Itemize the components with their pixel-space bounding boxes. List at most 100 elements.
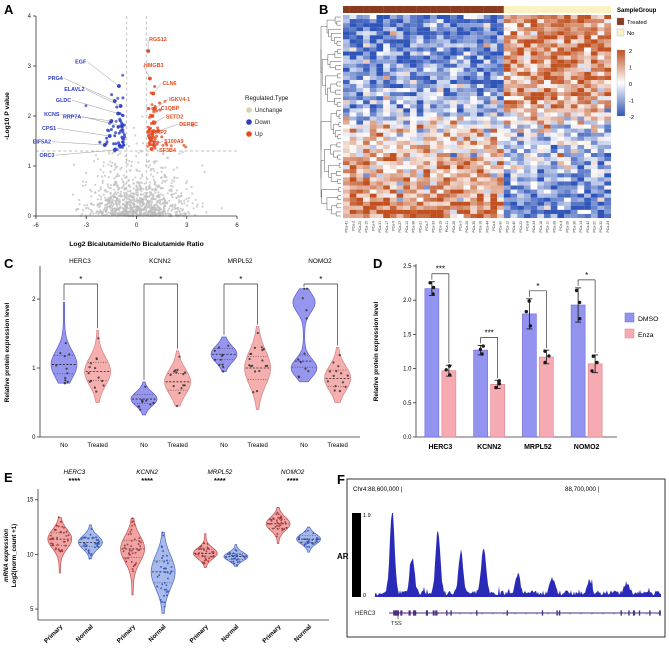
svg-text:Normal: Normal [220, 623, 240, 643]
row-dendrogram [320, 16, 341, 217]
column-labels: PCa-41 PCa-2 PCa-23 PCa-15 PCa-9 PCa-31 PCa-17… [345, 221, 610, 233]
svg-text:15: 15 [27, 498, 34, 504]
bar [424, 288, 440, 438]
svg-text:Normal: Normal [293, 623, 313, 643]
svg-text:›: › [525, 611, 527, 617]
svg-text:NOMO2: NOMO2 [308, 258, 332, 265]
violin [130, 381, 158, 416]
svg-text:CLN6: CLN6 [162, 81, 176, 87]
svg-text:0: 0 [363, 593, 366, 599]
svg-text:PCa-14: PCa-14 [579, 221, 583, 233]
svg-text:Treated: Treated [247, 443, 267, 449]
violin [265, 507, 291, 544]
svg-text:PCa-32: PCa-32 [599, 221, 603, 233]
svg-text:SampleGroup: SampleGroup [617, 8, 657, 14]
svg-text:2.5: 2.5 [403, 264, 412, 270]
track-frame [346, 478, 666, 638]
svg-text:0.5: 0.5 [403, 401, 412, 407]
svg-text:Down: Down [255, 120, 270, 126]
svg-text:TSS: TSS [391, 621, 402, 627]
svg-text:Treated: Treated [327, 443, 347, 449]
svg-text:PCa-33: PCa-33 [432, 221, 436, 233]
svg-text:KCNN2: KCNN2 [477, 444, 501, 451]
svg-text:PCa-9: PCa-9 [371, 221, 375, 231]
svg-text:*: * [239, 275, 242, 284]
svg-text:›: › [448, 611, 450, 617]
svg-text:Regulated.Type: Regulated.Type [245, 95, 289, 102]
svg-text:0: 0 [28, 214, 32, 220]
panel-label-f: F [337, 472, 345, 487]
svg-text:Treated: Treated [167, 443, 187, 449]
bar [570, 304, 586, 438]
svg-text:mRNA expression: mRNA expression [3, 529, 10, 582]
svg-text:›: › [547, 611, 549, 617]
svg-text:2.0: 2.0 [403, 298, 412, 304]
svg-text:Primary: Primary [116, 623, 138, 645]
svg-text:Log2 Bicalutamide/No Bicalutam: Log2 Bicalutamide/No Bicalutamide Ratio [69, 241, 203, 248]
bar [587, 363, 603, 438]
svg-text:KCNS: KCNS [44, 112, 60, 118]
svg-text:4: 4 [28, 14, 32, 20]
svg-text:KCNN2: KCNN2 [149, 258, 171, 265]
violin [164, 350, 191, 407]
svg-text:ELAVL2: ELAVL2 [64, 87, 84, 93]
svg-text:PCa-21: PCa-21 [418, 221, 422, 233]
svg-text:-6: -6 [33, 223, 39, 229]
svg-text:1.0: 1.0 [403, 367, 412, 373]
svg-text:EIF5A2: EIF5A2 [33, 140, 51, 146]
svg-text:›: › [602, 611, 604, 617]
svg-text:PCa-7: PCa-7 [425, 221, 429, 231]
violin [192, 533, 218, 568]
svg-text:PCa-6: PCa-6 [492, 221, 496, 231]
svg-text:HMGB3: HMGB3 [144, 63, 163, 69]
svg-text:PCa-40: PCa-40 [512, 221, 516, 233]
svg-text:›: › [580, 611, 582, 617]
panel-label-e: E [4, 470, 13, 485]
svg-text:MRPL52: MRPL52 [228, 258, 253, 265]
svg-text:PCa-23: PCa-23 [358, 221, 362, 233]
violin [84, 329, 111, 403]
svg-text:PCa-16: PCa-16 [479, 221, 483, 233]
svg-text:2: 2 [28, 114, 32, 120]
svg-text:›: › [470, 611, 472, 617]
svg-text:Log2(norm_count +1): Log2(norm_count +1) [11, 524, 18, 587]
svg-text:HERC3: HERC3 [64, 469, 86, 476]
svg-text:PCa-2: PCa-2 [351, 221, 355, 231]
svg-text:SF3B4: SF3B4 [159, 148, 176, 154]
svg-text:S100A9: S100A9 [164, 139, 183, 145]
svg-text:1.5: 1.5 [403, 332, 412, 338]
svg-text:HERC3: HERC3 [69, 258, 91, 265]
svg-text:HERC3: HERC3 [355, 611, 376, 617]
svg-text:›: › [591, 611, 593, 617]
svg-text:DERPC: DERPC [179, 122, 198, 128]
panel-label-b: B [319, 2, 329, 17]
svg-text:****: **** [141, 476, 153, 485]
svg-text:Primary: Primary [261, 623, 283, 645]
svg-text:-3: -3 [84, 223, 90, 229]
svg-text:›: › [624, 611, 626, 617]
svg-text:PCa-12: PCa-12 [505, 221, 509, 233]
svg-text:No: No [300, 443, 308, 449]
violin [78, 524, 103, 560]
svg-text:PCa-18: PCa-18 [539, 221, 543, 233]
svg-text:3: 3 [28, 64, 32, 70]
svg-text:No: No [140, 443, 148, 449]
svg-text:1: 1 [629, 66, 632, 72]
heatmap-grid [343, 15, 612, 219]
svg-text:›: › [481, 611, 483, 617]
svg-text:No: No [220, 443, 228, 449]
svg-text:NOMO2: NOMO2 [281, 469, 305, 476]
svg-text:PCa-35: PCa-35 [472, 221, 476, 233]
svg-text:PCa-13: PCa-13 [405, 221, 409, 233]
svg-text:PCa-27: PCa-27 [398, 221, 402, 233]
svg-text:›: › [646, 611, 648, 617]
svg-text:*: * [585, 271, 588, 280]
panel-c-protein-violin: 0 1 2 HERC3 No Treated * KCNN2 No Treated * MRPL52 N… [4, 258, 360, 449]
svg-text:****: **** [69, 476, 81, 485]
svg-text:›: › [492, 611, 494, 617]
violin [296, 526, 321, 553]
